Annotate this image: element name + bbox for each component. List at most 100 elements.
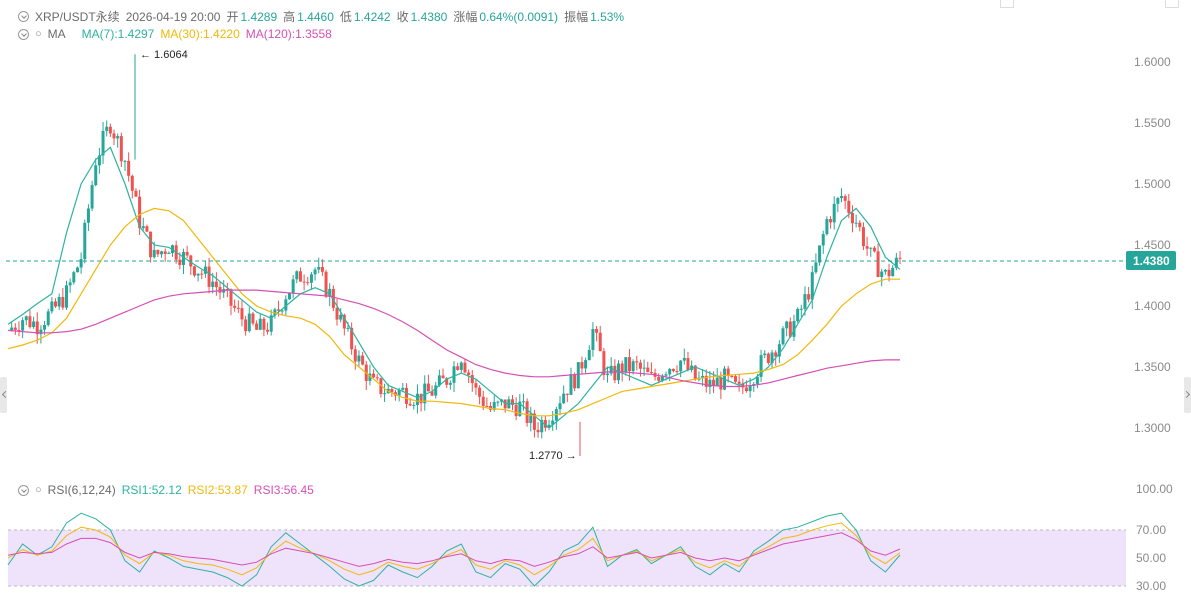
candle-body	[562, 393, 566, 404]
candle-body	[485, 405, 489, 407]
candle-body	[777, 344, 781, 357]
candle-body	[682, 358, 686, 361]
candle-body	[105, 126, 109, 132]
rsi-collapse-chevron-icon[interactable]	[18, 484, 29, 496]
candle-body	[843, 196, 847, 201]
candle-body	[108, 126, 112, 134]
candle-body	[708, 379, 712, 387]
collapse-chevron-icon[interactable]	[18, 11, 29, 22]
ma7-line	[7, 146, 901, 429]
candle-body	[412, 405, 416, 407]
candle-body	[719, 377, 723, 390]
candle-body	[266, 329, 270, 332]
candle-body	[401, 387, 405, 390]
candle-body	[383, 393, 387, 395]
ma-indicator-name[interactable]: MA	[47, 27, 66, 41]
candle-body	[573, 374, 577, 389]
candle-body	[854, 222, 858, 224]
low-value: 1.4242	[353, 9, 391, 24]
candle-body	[668, 368, 672, 375]
candle-body	[891, 267, 895, 277]
candle-body	[269, 315, 273, 332]
rsi-axis: 100.00 70.00 50.00 30.00	[1136, 482, 1173, 593]
candle-body	[361, 355, 365, 365]
candle-body	[887, 269, 891, 277]
candle-body	[17, 329, 21, 331]
candle-body	[192, 266, 196, 276]
candle-body	[302, 281, 306, 283]
candle-body	[763, 353, 767, 356]
rsi-indicator-name[interactable]: RSI(6,12,24)	[47, 483, 116, 497]
candle-body	[521, 401, 525, 403]
candle-body	[456, 366, 460, 370]
candle-body	[814, 262, 818, 273]
candle-body	[46, 311, 50, 326]
scroll-right-button[interactable]	[1184, 377, 1191, 413]
change-label: 涨幅	[453, 10, 478, 24]
ma-collapse-chevron-icon[interactable]	[18, 28, 29, 40]
candle-body	[737, 381, 741, 384]
candle-body	[865, 246, 869, 249]
candle-body	[547, 424, 551, 428]
last-price-tag-bg	[1126, 251, 1176, 270]
candle-body	[807, 294, 811, 300]
candle-body	[434, 385, 438, 396]
candle-body	[660, 375, 664, 381]
candle-body	[262, 318, 266, 330]
candle-body	[156, 249, 160, 255]
rsi2-value: RSI2:53.87	[187, 483, 248, 497]
candle-body	[404, 387, 408, 404]
alert-bell-icon[interactable]: ○	[35, 28, 42, 40]
candle-body	[218, 287, 222, 293]
amplitude-label: 振幅	[564, 10, 589, 24]
candle-body	[335, 307, 339, 320]
candle-body	[796, 308, 800, 322]
candle-body	[558, 403, 562, 410]
symbol-label[interactable]: XRP/USDT永续	[35, 10, 120, 24]
candle-body	[869, 247, 873, 249]
candle-body	[642, 367, 646, 369]
candle-body	[781, 328, 785, 345]
high-label: 高	[283, 10, 296, 24]
candle-body	[598, 332, 602, 352]
rsi-tick-label: 50.00	[1136, 551, 1166, 565]
rsi-alert-bell-icon[interactable]: ○	[35, 484, 42, 496]
candle-body	[693, 365, 697, 380]
price-tick-label: 1.3000	[1134, 421, 1171, 435]
rsi-legend: ○ RSI(6,12,24) RSI1:52.12 RSI2:53.87 RSI…	[18, 483, 320, 497]
candle-body	[748, 385, 752, 392]
candle-body	[445, 378, 449, 385]
candle-body	[876, 251, 880, 277]
candle-body	[452, 366, 456, 383]
rsi3-value: RSI3:56.45	[253, 483, 314, 497]
last-price-tag: 1.4380	[1133, 254, 1170, 268]
low-marker-label: 1.2770 →	[529, 450, 577, 462]
candle-body	[306, 282, 310, 284]
candle-body	[423, 383, 427, 404]
candle-body	[123, 160, 127, 162]
rsi-tick-label: 100.00	[1136, 482, 1173, 496]
candle-body	[163, 251, 167, 254]
candle-body	[766, 353, 770, 364]
candle-body	[258, 318, 262, 330]
candle-body	[459, 362, 463, 370]
top-right-expand-icon[interactable]	[1165, 0, 1179, 8]
amplitude-value: 1.53%	[590, 9, 625, 24]
candle-body	[525, 401, 529, 423]
candle-body	[624, 357, 628, 373]
candle-body	[178, 259, 182, 265]
candle-body	[273, 309, 277, 316]
candle-body	[317, 267, 321, 270]
top-right-panel-toggle-icon[interactable]	[1000, 0, 1014, 8]
candle-body	[679, 360, 683, 372]
candle-body	[872, 247, 876, 252]
candle-body	[448, 382, 452, 385]
candle-body	[13, 327, 17, 330]
scroll-left-button[interactable]	[0, 377, 7, 413]
candle-body	[426, 383, 430, 392]
candle-body	[496, 401, 500, 403]
candle-body	[39, 329, 43, 335]
candle-body	[112, 133, 116, 139]
candle-body	[704, 375, 708, 387]
